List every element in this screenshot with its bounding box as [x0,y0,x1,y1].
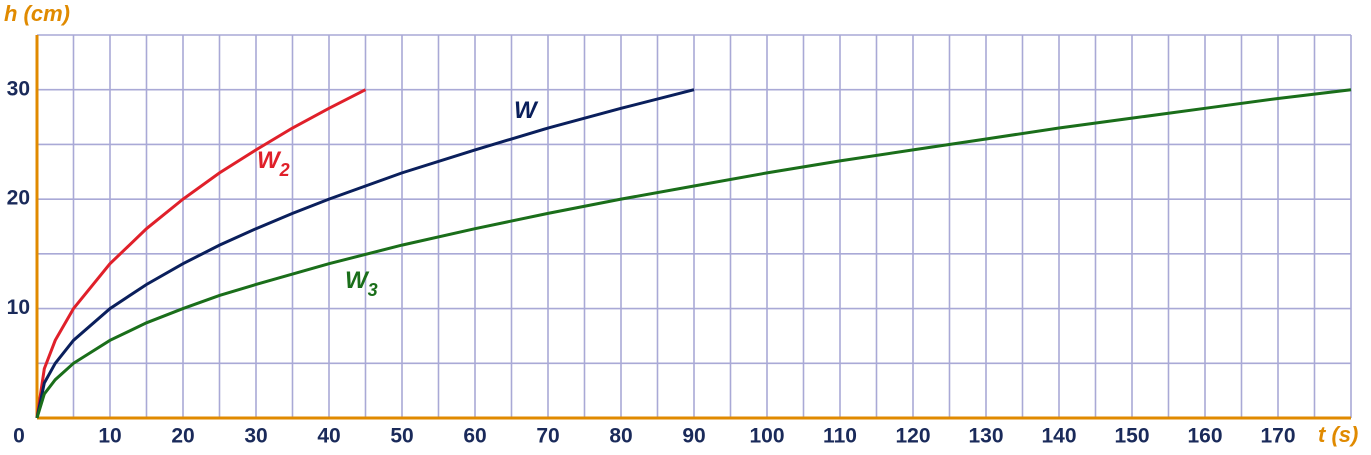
x-tick-label: 150 [1114,425,1149,448]
series-subscript: 3 [368,280,378,300]
series-name: W [514,97,539,124]
x-tick-label: 20 [171,425,194,448]
x-tick-label: 140 [1041,425,1076,448]
y-tick-label: 30 [7,77,30,100]
y-tick-label: 10 [7,296,30,319]
x-tick-label: 0 [13,425,25,448]
series-name: W [257,147,282,174]
x-tick-label: 60 [463,425,486,448]
x-tick-label: 170 [1260,425,1295,448]
x-tick-label: 80 [609,425,632,448]
x-tick-label: 90 [682,425,705,448]
series-label: W2 [257,147,290,179]
x-tick-label: 50 [390,425,413,448]
series-label: W3 [345,267,378,299]
x-tick-label: 100 [749,425,784,448]
x-tick-label: 110 [823,425,857,448]
series-subscript: 2 [279,160,290,180]
series-label: W [514,97,539,124]
x-tick-label: 130 [968,425,1003,448]
x-tick-label: 120 [895,425,930,448]
series-name: W [345,267,370,294]
x-tick-label: 70 [536,425,559,448]
y-axis-label: h (cm) [4,1,70,26]
x-tick-label: 10 [98,425,121,448]
line-series [35,88,695,419]
x-tick-label: 40 [317,425,340,448]
line-series [35,88,367,419]
line-series [35,88,1352,419]
y-tick-label: 20 [7,187,30,210]
x-tick-label: 30 [244,425,267,448]
x-tick-label: 160 [1187,425,1222,448]
x-axis-label: t (s) [1318,422,1358,447]
